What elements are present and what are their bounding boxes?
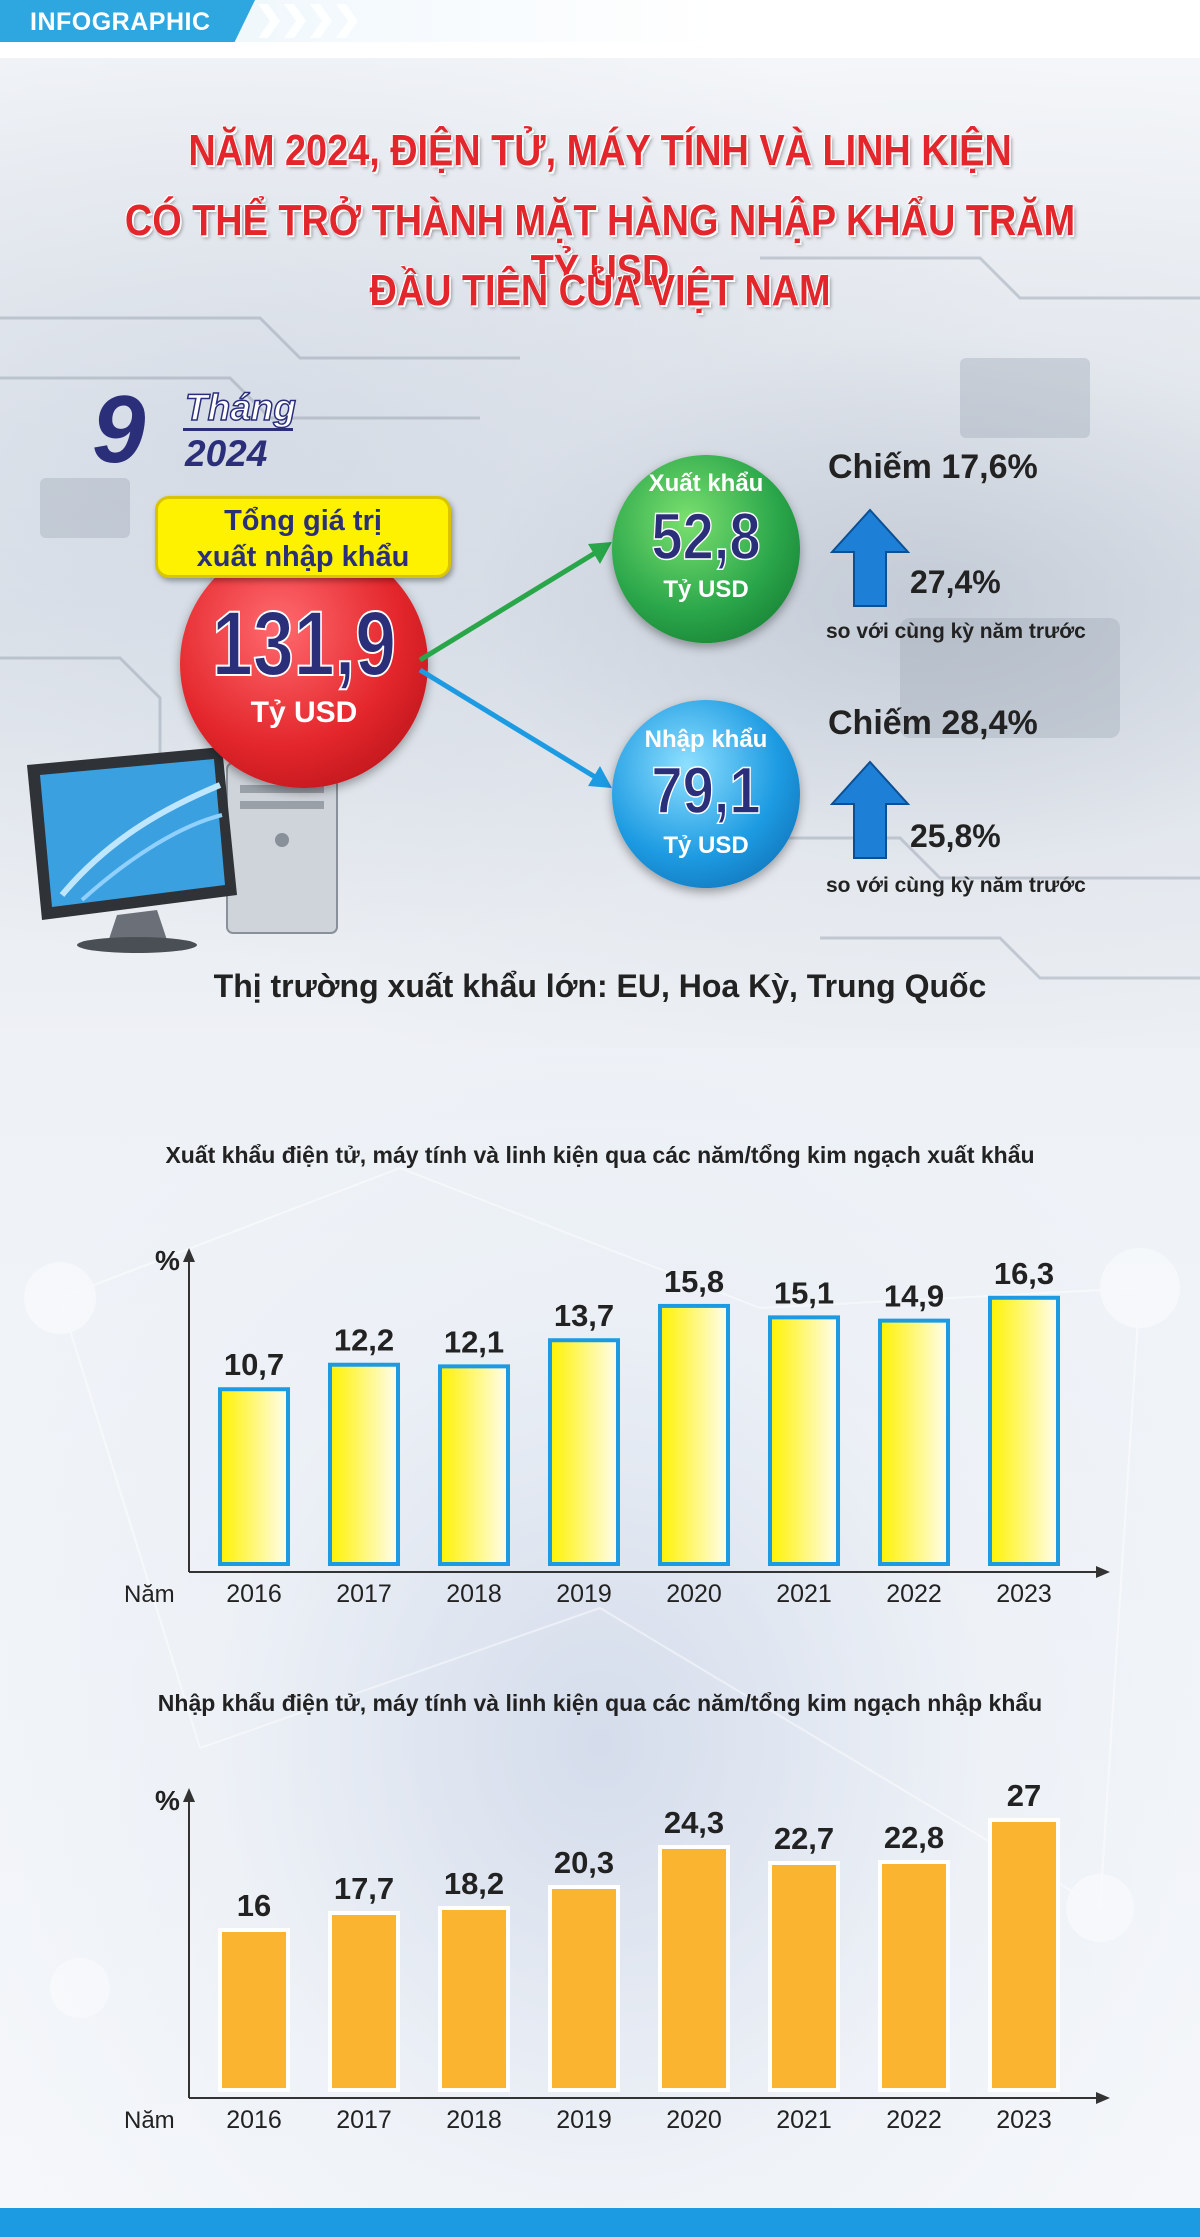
import-value: 79,1	[651, 752, 761, 828]
bar-2017	[328, 1911, 400, 2092]
import-bar-chart: % Năm 16 2016 17,7 2017 18,2 2018 20,3 2019 24,3 20…	[124, 1778, 1110, 2134]
bar-2022	[878, 1318, 950, 1566]
bar-2023	[988, 1295, 1060, 1567]
x-tick-2016: 2016	[226, 2106, 282, 2134]
data-label-2016: 16	[237, 1888, 271, 1923]
total-circle	[180, 540, 428, 788]
bar-2020	[658, 1845, 730, 2092]
export-growth: 27,4%	[910, 564, 1001, 600]
data-label-2018: 12,1	[444, 1324, 504, 1359]
x-axis-arrow	[1096, 2092, 1110, 2104]
y-axis-arrow	[183, 1788, 195, 1802]
total-label-line-2: xuất nhập khẩu	[196, 541, 410, 573]
market-text: Thị trường xuất khẩu lớn: EU, Hoa Kỳ, Tr…	[213, 968, 987, 1004]
x-tick-2020: 2020	[666, 1580, 722, 1608]
period-divider	[183, 428, 293, 431]
period-year: 2024	[185, 433, 268, 474]
flow-arrows	[418, 542, 612, 788]
bar-2016	[218, 1928, 290, 2092]
arrow-up-icon	[830, 760, 910, 859]
title-line-3: ĐẦU TIÊN CỦA VIỆT NAM	[369, 266, 831, 315]
export-compare: so với cùng kỳ năm trước	[826, 620, 1086, 643]
title-line-2: CÓ THỂ TRỞ THÀNH MẶT HÀNG NHẬP KHẨU TRĂM…	[124, 196, 1076, 295]
import-share: Chiếm 28,4%	[828, 704, 1038, 742]
x-axis-arrow	[1096, 1566, 1110, 1578]
x-tick-2018: 2018	[446, 1580, 502, 1608]
data-label-2020: 24,3	[664, 1805, 724, 1840]
x-tick-2017: 2017	[336, 2106, 392, 2134]
x-tick-2018: 2018	[446, 2106, 502, 2134]
x-tick-2023: 2023	[996, 2106, 1052, 2134]
import-chart-title: Nhập khẩu điện tử, máy tính và linh kiện…	[157, 1690, 1043, 1716]
import-growth: 25,8%	[910, 818, 1001, 854]
x-tick-2016: 2016	[226, 1580, 282, 1608]
data-label-2017: 12,2	[334, 1323, 394, 1358]
bar-2021	[768, 1315, 840, 1566]
x-axis-label: Năm	[124, 2107, 175, 2134]
footer-bar	[0, 2208, 1200, 2237]
total-label-box: Tổng giá trị xuất nhập khẩu	[155, 496, 451, 578]
data-label-2019: 20,3	[554, 1845, 614, 1880]
x-tick-2017: 2017	[336, 1580, 392, 1608]
data-label-2022: 14,9	[884, 1279, 944, 1314]
bar-2017	[328, 1362, 400, 1566]
y-axis-arrow	[183, 1248, 195, 1262]
export-value: 52,8	[651, 498, 761, 574]
export-share: Chiếm 17,6%	[828, 448, 1038, 486]
network-pattern	[24, 1167, 1180, 2018]
total-label-line-1: Tổng giá trị	[224, 505, 382, 537]
data-label-2021: 15,1	[774, 1275, 834, 1310]
x-tick-2022: 2022	[886, 2106, 942, 2134]
export-label: Xuất khẩu	[648, 470, 764, 497]
data-label-2022: 22,8	[884, 1820, 944, 1855]
period-month-label: Tháng	[184, 386, 296, 429]
circuit-board-pattern	[0, 256, 1200, 980]
x-tick-2020: 2020	[666, 2106, 722, 2134]
bar-2022	[878, 1860, 950, 2092]
x-tick-2022: 2022	[886, 1580, 942, 1608]
export-bar-chart: % Năm 10,7 2016 12,2 2017 12,1 2018 13,7 2019 15,8…	[124, 1245, 1110, 1608]
data-label-2017: 17,7	[334, 1871, 394, 1906]
data-label-2016: 10,7	[224, 1347, 284, 1382]
import-arrow	[418, 667, 602, 783]
bar-2019	[548, 1338, 620, 1566]
bar-2018	[438, 1906, 510, 2092]
import-compare: so với cùng kỳ năm trước	[826, 874, 1086, 897]
export-arrow	[418, 547, 602, 663]
y-axis-label: %	[155, 1785, 180, 1816]
export-unit: Tỷ USD	[663, 576, 749, 603]
data-label-2023: 16,3	[994, 1256, 1054, 1291]
total-unit: Tỷ USD	[250, 696, 358, 729]
title-line-1: NĂM 2024, ĐIỆN TỬ, MÁY TÍNH VÀ LINH KIỆN	[188, 126, 1012, 175]
bar-2016	[218, 1387, 290, 1566]
x-tick-2021: 2021	[776, 2106, 832, 2134]
x-axis-label: Năm	[124, 1581, 175, 1608]
bar-2020	[658, 1303, 730, 1567]
data-label-2020: 15,8	[664, 1264, 724, 1299]
bar-2018	[438, 1364, 510, 1566]
y-axis-label: %	[155, 1245, 180, 1276]
export-circle	[612, 455, 800, 643]
bar-2023	[988, 1818, 1060, 2092]
data-label-2018: 18,2	[444, 1866, 504, 1901]
infographic-tag	[0, 0, 255, 42]
infographic-tag-label: INFOGRAPHIC	[30, 8, 211, 36]
x-tick-2021: 2021	[776, 1580, 832, 1608]
data-label-2019: 13,7	[554, 1298, 614, 1333]
x-tick-2019: 2019	[556, 2106, 612, 2134]
computer-icon	[27, 747, 338, 953]
data-label-2023: 27	[1007, 1778, 1041, 1813]
data-label-2021: 22,7	[774, 1821, 834, 1856]
import-unit: Tỷ USD	[663, 832, 749, 859]
bar-2021	[768, 1861, 840, 2092]
bar-2019	[548, 1885, 620, 2092]
total-value: 131,9	[211, 592, 397, 696]
import-label: Nhập khẩu	[644, 726, 768, 753]
x-tick-2023: 2023	[996, 1580, 1052, 1608]
x-tick-2019: 2019	[556, 1580, 612, 1608]
period-number: 9	[92, 376, 146, 483]
arrow-up-icon	[830, 508, 910, 607]
import-circle	[612, 700, 800, 888]
export-chart-title: Xuất khẩu điện tử, máy tính và linh kiện…	[165, 1142, 1035, 1168]
